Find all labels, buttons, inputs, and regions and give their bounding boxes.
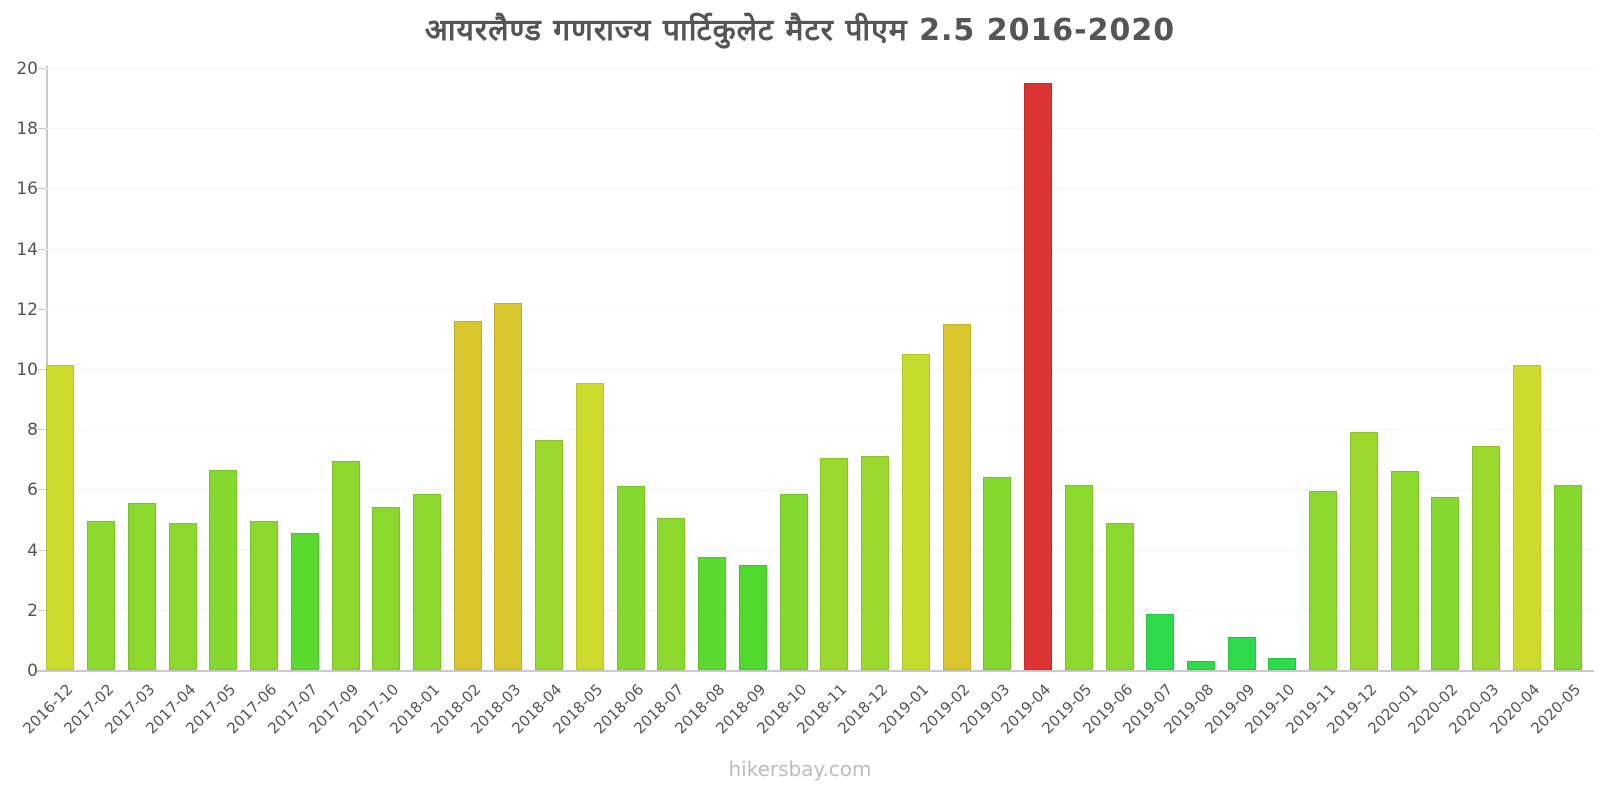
bar[interactable] [1472,445,1501,670]
bar[interactable] [535,439,564,670]
bar[interactable] [209,469,238,670]
bar[interactable] [1105,522,1134,670]
y-axis-tick-mark [38,128,46,130]
gridline [46,68,1594,69]
y-axis-tick-label: 12 [16,299,38,320]
y-axis-tick-label: 10 [16,360,38,380]
y-axis-tick-mark [38,308,46,310]
gridline [46,369,1594,370]
bar[interactable] [1309,490,1338,670]
bar[interactable] [413,493,441,670]
bar[interactable] [1024,83,1053,670]
y-axis-tick-mark [38,248,46,250]
footer-source-label: hikersbay.com [728,757,872,781]
bar[interactable] [494,302,523,670]
gridline [46,489,1594,491]
bar[interactable] [168,522,197,670]
bar[interactable] [738,564,767,670]
bar[interactable] [1064,484,1093,670]
bar[interactable] [453,320,482,670]
bar[interactable] [575,382,604,670]
bar[interactable] [861,456,890,670]
y-axis-tick-mark [38,549,46,551]
y-axis-tick-label: 4 [27,540,38,561]
bar[interactable] [87,521,116,670]
bar[interactable] [779,493,808,670]
bar[interactable] [901,353,930,670]
bar[interactable] [698,557,727,670]
y-axis-tick-mark [38,429,46,431]
gridline [46,188,1594,190]
bar[interactable] [657,518,686,670]
bar[interactable] [1553,484,1582,670]
bar[interactable] [250,521,279,670]
bar[interactable] [1431,496,1460,670]
y-axis-tick-label: 16 [16,179,38,200]
bar[interactable] [983,477,1012,670]
y-axis-tick-label: 6 [27,480,38,501]
gridline [46,128,1594,130]
gridline [46,549,1594,551]
y-axis-tick-mark [38,489,46,491]
y-axis-tick-mark [38,68,46,69]
y-axis-tick-label: 2 [27,600,38,621]
bar[interactable] [331,460,360,670]
y-axis-tick-mark [38,670,46,671]
bar[interactable] [46,364,75,670]
plot-area: 0 2 4 6 8 10 12 14 16 18 20 [16,59,1594,681]
gridline [46,308,1594,310]
gridline [46,248,1594,250]
gridline [46,429,1594,431]
y-axis-tick-label: 8 [27,420,38,441]
bar[interactable] [1187,660,1215,670]
bar[interactable] [1512,364,1541,670]
y-axis-tick-label: 14 [16,239,38,260]
y-axis-tick-label: 20 [16,59,38,79]
bar[interactable] [1349,432,1378,670]
bar[interactable] [290,533,319,670]
bar[interactable] [942,323,971,670]
x-axis-line [36,670,1594,672]
bar[interactable] [616,486,645,670]
chart-title: आयरलैण्ड गणराज्य पार्टिकुलेट मैटर पीएम 2… [424,13,1176,48]
y-axis-tick-label: 0 [27,661,38,681]
y-axis-tick-mark [38,188,46,190]
gridline [46,609,1594,611]
y-axis-tick-label: 18 [16,119,38,140]
bar[interactable] [1268,657,1297,670]
bar[interactable] [1227,636,1256,670]
bar[interactable] [1390,471,1419,670]
bar[interactable] [127,502,156,670]
y-axis-tick-mark [38,609,46,611]
bar[interactable] [1146,614,1175,670]
bar[interactable] [372,507,401,670]
bar[interactable] [820,457,849,670]
y-axis-tick-mark [38,369,46,370]
